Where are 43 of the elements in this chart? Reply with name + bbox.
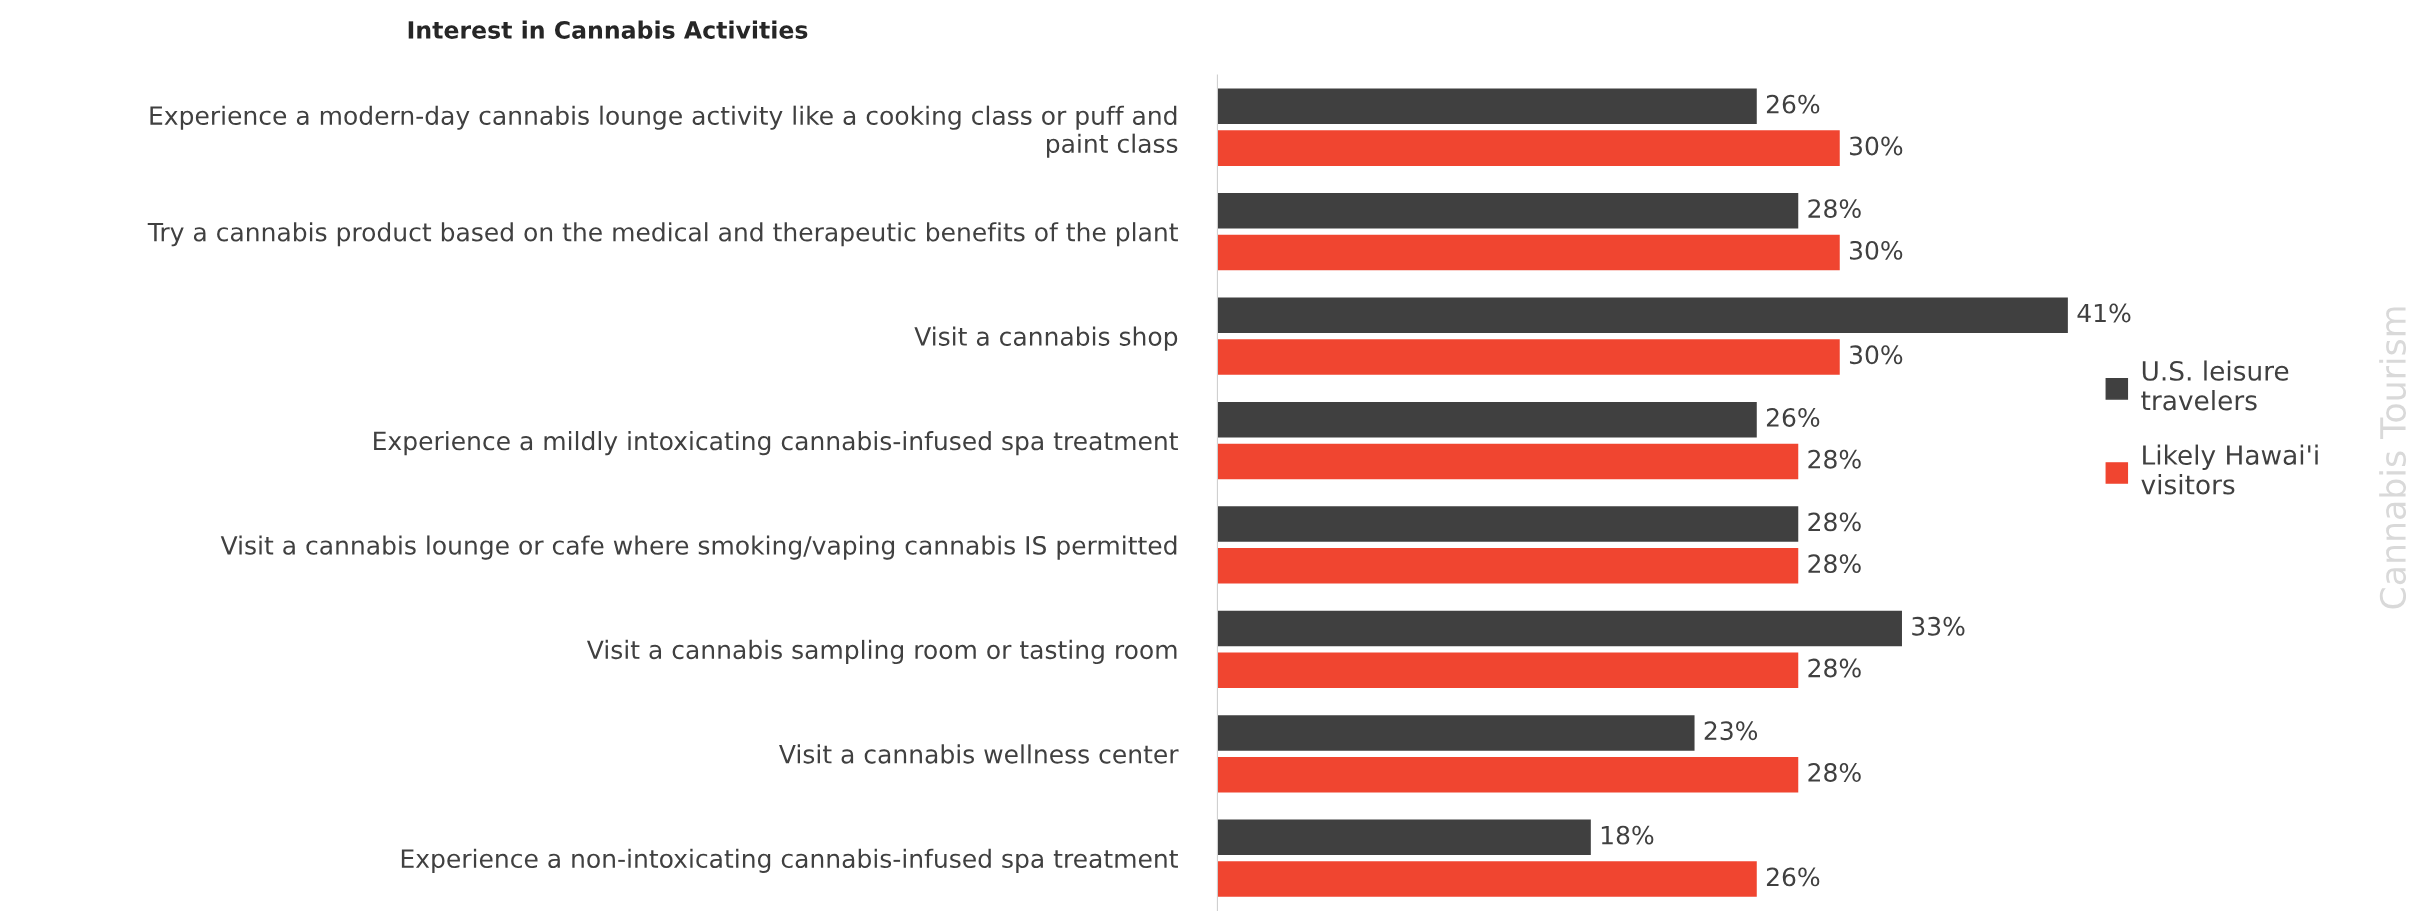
- bar: [1217, 652, 1799, 688]
- data-label: 26%: [1766, 867, 1820, 887]
- y-tick-label: Visit a cannabis wellness center: [779, 744, 1179, 764]
- bar: [1217, 297, 2068, 333]
- data-label: 26%: [1766, 407, 1820, 427]
- y-tick-label: Try a cannabis product based on the medical and therapeutic benefits of the plant: [147, 222, 1178, 247]
- y-tick-label: Visit a cannabis shop: [914, 326, 1178, 351]
- data-label: 28%: [1808, 512, 1861, 532]
- y-tick-label: Visit a cannabis sampling room or tasting room: [586, 639, 1177, 665]
- data-label: 28%: [1808, 199, 1861, 219]
- bar: [1217, 88, 1757, 125]
- bar: [1217, 443, 1799, 480]
- bar: [1217, 610, 1902, 647]
- bar: [1217, 234, 1840, 271]
- data-label: 28%: [1808, 763, 1861, 782]
- data-label: 30%: [1849, 136, 1903, 156]
- data-label: 30%: [1849, 240, 1903, 260]
- bar: [1217, 715, 1695, 751]
- bar: [1217, 548, 1799, 584]
- bar: [1217, 756, 1799, 793]
- bar: [1217, 401, 1757, 438]
- data-label: 23%: [1704, 721, 1758, 741]
- data-label: 26%: [1766, 94, 1820, 114]
- text: Interest in Cannabis Activities: [408, 20, 808, 39]
- data-label: 30%: [1849, 345, 1903, 365]
- data-label: 28%: [1808, 554, 1861, 574]
- data-label: 41%: [2077, 303, 2131, 323]
- bar: [1217, 130, 1840, 166]
- bar: [1217, 819, 1591, 856]
- y-tick-label: Experience a mildly intoxicating cannabis-infused spa treatment: [374, 431, 1178, 456]
- bar: [1217, 193, 1799, 229]
- bar: [1217, 861, 1757, 897]
- data-label: 28%: [1808, 449, 1861, 469]
- data-label: 33%: [1912, 616, 1965, 636]
- y-tick-label: Experience a modern-day cannabis lounge activity like a cooking class or puff and paint class: [150, 105, 1178, 158]
- bar: [1217, 339, 1840, 375]
- legend-label: Likely Hawai'i visitors: [2141, 444, 2318, 495]
- y-tick-label: Experience a non-intoxicating cannabis-infused spa treatment: [401, 848, 1178, 873]
- y-tick-label: Visit a cannabis lounge or cafe where smoking/vaping cannabis IS permitted: [220, 535, 1177, 560]
- legend-label: U.S. leisure travelers: [2141, 360, 2289, 411]
- bar: [1217, 506, 1799, 542]
- data-label: 18%: [1601, 825, 1654, 845]
- data-label: 28%: [1808, 658, 1861, 678]
